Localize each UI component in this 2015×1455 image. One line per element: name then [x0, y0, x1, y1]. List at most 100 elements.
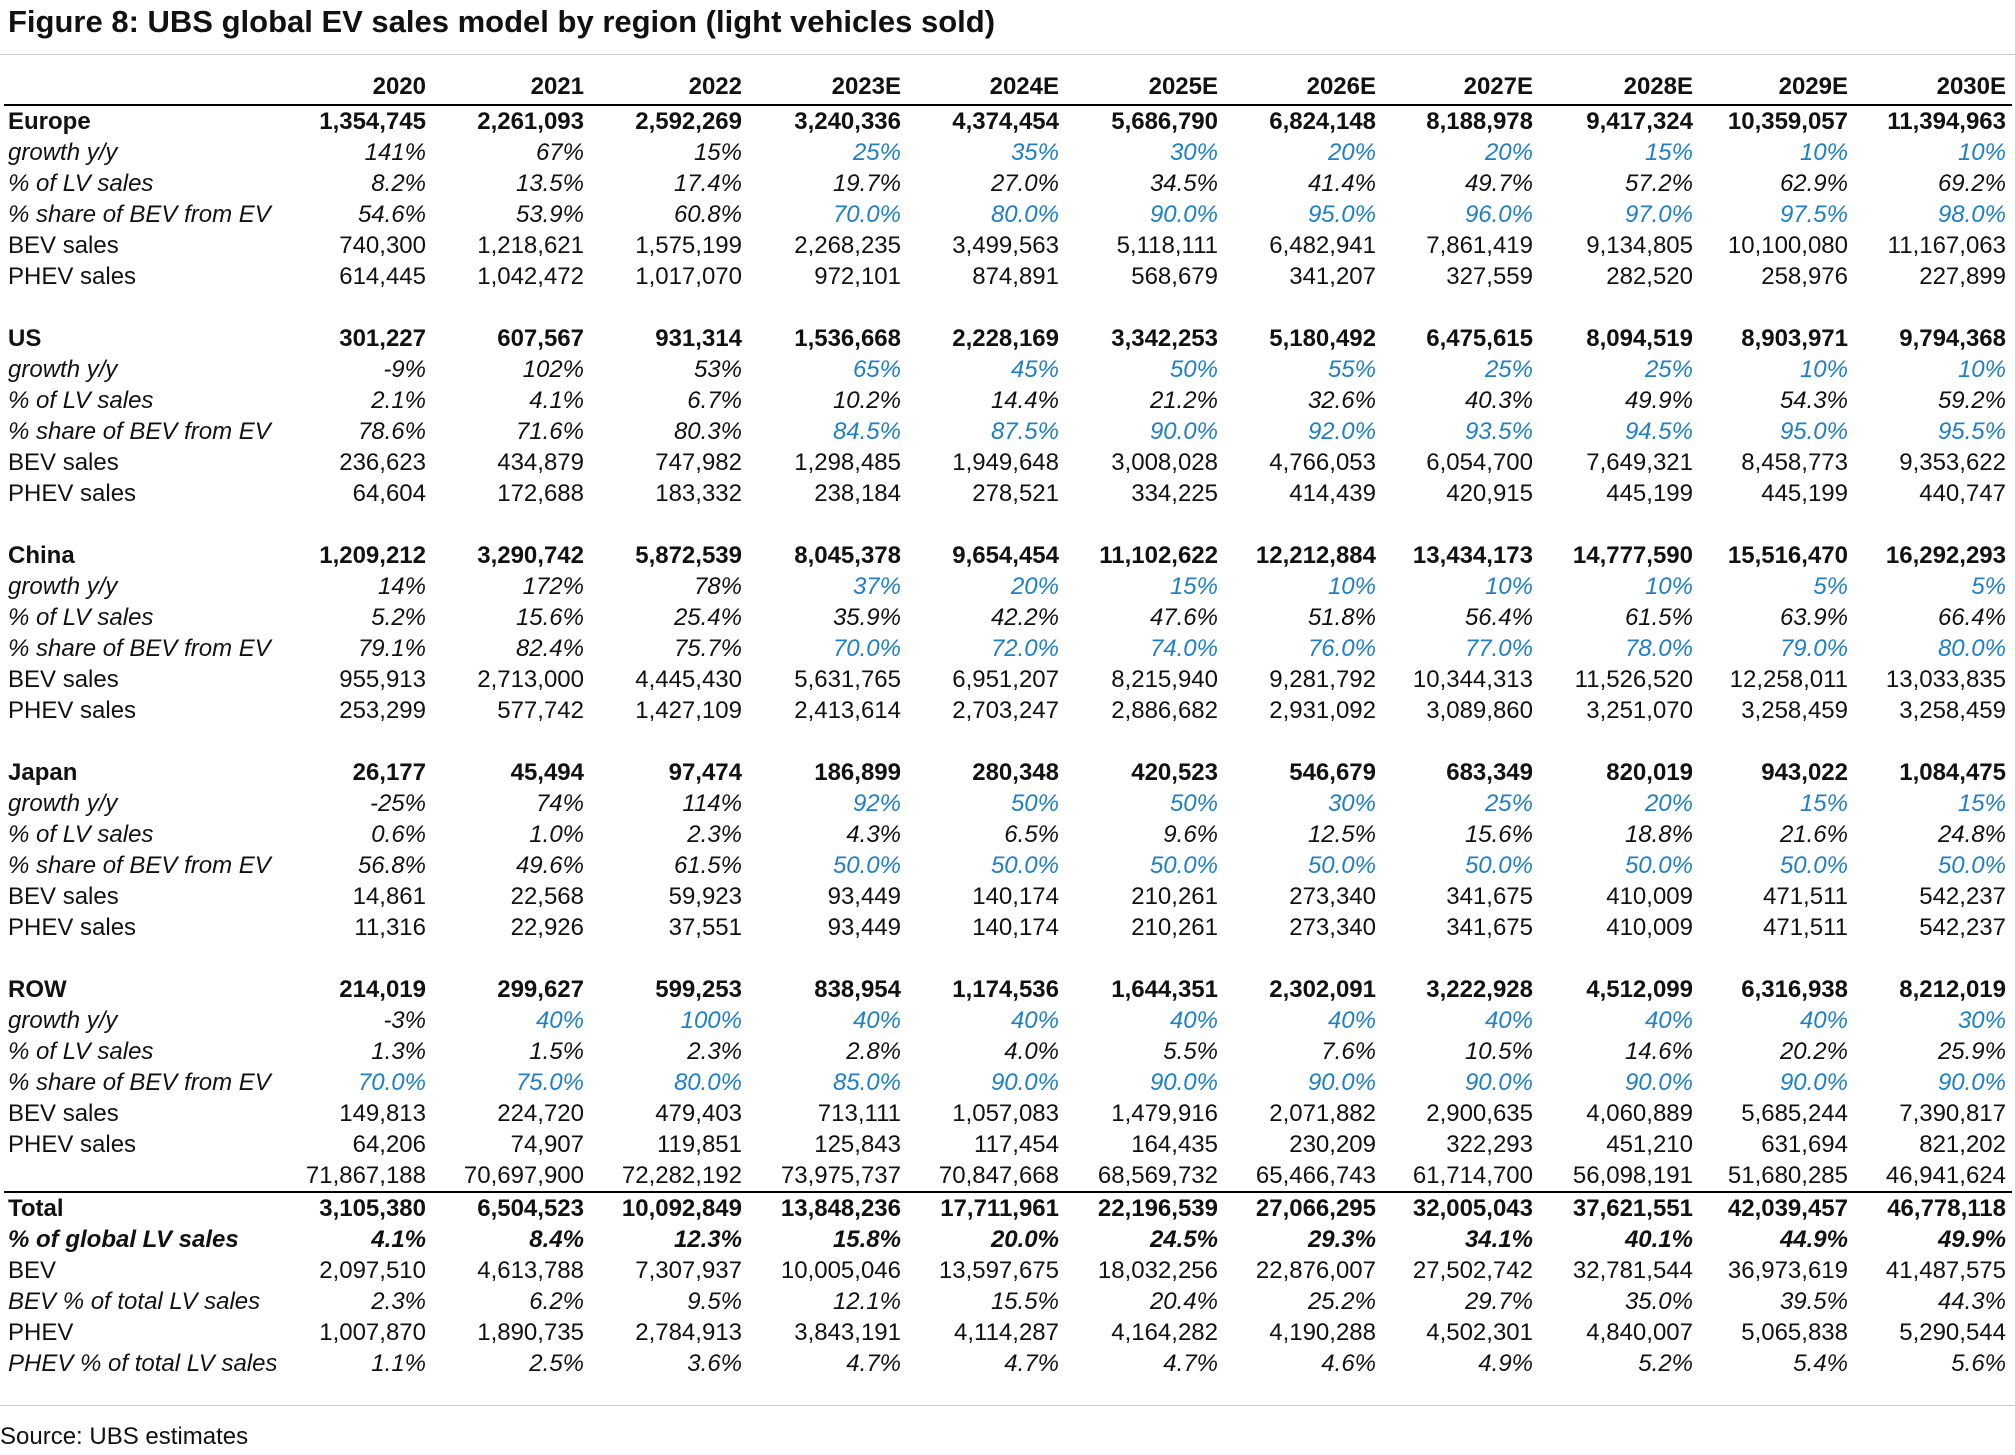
data-row: % share of BEV from EV 70.0% 75.0% 80.0% 85.… [4, 1067, 2012, 1098]
row-label: PHEV [8, 1319, 74, 1346]
row-label: % share of BEV from EV [8, 1069, 271, 1096]
row-label: growth y/y [8, 139, 118, 166]
table-cell: 71.6% [515, 418, 584, 445]
table-cell: 53.9% [515, 201, 584, 228]
table-cell: 172% [522, 573, 584, 600]
table-cell: 8,903,971 [1741, 325, 1848, 352]
table-cell: 1,949,648 [952, 449, 1059, 476]
region-row: Europe 1,354,745 2,261,093 2,592,269 3,240,3… [4, 105, 2012, 137]
table-cell: 57.2% [1624, 170, 1693, 197]
table-cell: 214,019 [339, 976, 426, 1003]
data-row: growth y/y 14% 172% 78% 37% 20% 15% 10% 10% 10% 5%… [4, 571, 2012, 602]
table-cell: 13,033,835 [1885, 666, 2006, 693]
table-cell: 420,915 [1446, 480, 1533, 507]
table-cell: 9,281,792 [1269, 666, 1376, 693]
table-cell: 50.0% [1464, 852, 1533, 879]
table-cell: 1,536,668 [794, 325, 901, 352]
table-cell: -9% [383, 356, 426, 383]
table-cell: 70.0% [357, 1069, 426, 1096]
table-cell: 273,340 [1289, 914, 1376, 941]
table-cell: 74,907 [510, 1131, 584, 1158]
table-cell: 40% [1484, 1007, 1533, 1034]
table-cell: 1,575,199 [635, 232, 742, 259]
header-blank [4, 70, 276, 106]
table-cell: 2,713,000 [477, 666, 584, 693]
table-cell: 95.5% [1937, 418, 2006, 445]
table-cell: 1.5% [529, 1038, 584, 1065]
table-cell: 80.3% [673, 418, 742, 445]
table-cell: 5% [1813, 573, 1848, 600]
table-cell: 14.4% [990, 387, 1059, 414]
table-cell: 479,403 [655, 1100, 742, 1127]
table-cell: 51,680,285 [1727, 1162, 1848, 1189]
table-cell: 12.5% [1307, 821, 1376, 848]
table-cell: 82.4% [515, 635, 584, 662]
row-label: PHEV sales [8, 1131, 137, 1158]
table-cell: 30% [1169, 139, 1218, 166]
table-cell: 49.6% [515, 852, 584, 879]
table-cell: 71,867,188 [305, 1162, 426, 1189]
table-cell: 42,039,457 [1699, 1191, 1854, 1224]
table-cell: 15.8% [832, 1226, 901, 1253]
table-cell: 50% [1010, 790, 1059, 817]
table-cell: 67% [535, 139, 584, 166]
spacer-row [4, 726, 2012, 757]
table-cell: 92.0% [1307, 418, 1376, 445]
table-cell: 54.3% [1779, 387, 1848, 414]
table-cell: 40% [1644, 1007, 1693, 1034]
table-cell: 8.2% [371, 170, 426, 197]
table-cell: 6,482,941 [1269, 232, 1376, 259]
table-cell: 440,747 [1919, 480, 2006, 507]
table-cell: 11,394,963 [1887, 108, 2006, 135]
table-cell: 22,876,007 [1255, 1257, 1376, 1284]
table-cell: 90.0% [1779, 1069, 1848, 1096]
table-cell: 59.2% [1937, 387, 2006, 414]
table-cell: 25.2% [1307, 1288, 1376, 1315]
data-row: growth y/y -25% 74% 114% 92% 50% 50% 30% 25% 20% 1… [4, 788, 2012, 819]
table-cell: 607,567 [497, 325, 584, 352]
table-cell: 227,899 [1919, 263, 2006, 290]
table-cell: 141% [364, 139, 426, 166]
data-row: PHEV sales 11,316 22,926 37,551 93,449 140,17… [4, 912, 2012, 943]
row-label: Europe [8, 108, 91, 135]
table-cell: 4.9% [1478, 1350, 1533, 1377]
region-row: China 1,209,212 3,290,742 5,872,539 8,045,37… [4, 540, 2012, 571]
table-cell: 12.3% [673, 1226, 742, 1253]
table-cell: 25% [1484, 356, 1533, 383]
table-cell: 420,523 [1131, 759, 1218, 786]
table-cell: 238,184 [814, 480, 901, 507]
row-label: BEV sales [8, 883, 119, 910]
table-cell: 90.0% [1149, 201, 1218, 228]
table-cell: 5,290,544 [1899, 1319, 2006, 1346]
table-cell: 13,434,173 [1412, 542, 1533, 569]
row-label: ROW [8, 976, 67, 1003]
table-cell: 5,685,244 [1741, 1100, 1848, 1127]
table-cell: 78.6% [357, 418, 426, 445]
table-cell: 322,293 [1446, 1131, 1533, 1158]
table-cell: 15.6% [515, 604, 584, 631]
table-cell: 119,851 [657, 1131, 742, 1158]
table-cell: 40.1% [1624, 1226, 1693, 1253]
table-cell: 5,118,111 [1116, 232, 1218, 259]
total-detail-row: PHEV 1,007,870 1,890,735 2,784,913 3,843,191… [4, 1317, 2012, 1348]
column-header: 2020 [276, 70, 432, 106]
table-cell: 4,766,053 [1269, 449, 1376, 476]
table-cell: 30% [1957, 1007, 2006, 1034]
table-cell: 18,032,256 [1097, 1257, 1218, 1284]
table-cell: 25% [852, 139, 901, 166]
table-cell: 80.0% [1937, 635, 2006, 662]
data-row: growth y/y 141% 67% 15% 25% 35% 30% 20% 20% 15% 10… [4, 137, 2012, 168]
table-cell: 40% [1799, 1007, 1848, 1034]
table-cell: 1.3% [371, 1038, 426, 1065]
table-cell: 5,065,838 [1741, 1319, 1848, 1346]
table-cell: 9,134,805 [1586, 232, 1693, 259]
table-cell: 4.7% [1004, 1350, 1059, 1377]
table-cell: 4,502,301 [1426, 1319, 1533, 1346]
row-label: % of LV sales [8, 1038, 154, 1065]
table-cell: 15% [693, 139, 742, 166]
row-label: PHEV % of total LV sales [8, 1350, 276, 1377]
data-row: % share of BEV from EV 54.6% 53.9% 60.8% 70.… [4, 199, 2012, 230]
table-cell: 1,084,475 [1899, 759, 2006, 786]
table-cell: 140,174 [972, 883, 1059, 910]
table-cell: 10% [1799, 139, 1848, 166]
